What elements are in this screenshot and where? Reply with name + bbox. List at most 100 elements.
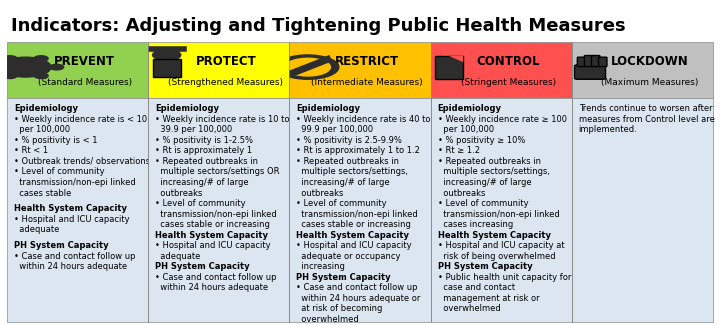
Circle shape bbox=[3, 56, 17, 61]
Text: • Repeated outbreaks in: • Repeated outbreaks in bbox=[297, 157, 400, 166]
Text: PREVENT: PREVENT bbox=[54, 55, 115, 68]
Circle shape bbox=[0, 64, 1, 70]
Text: cases stable or increasing: cases stable or increasing bbox=[297, 220, 411, 229]
Text: within 24 hours adequate: within 24 hours adequate bbox=[14, 262, 127, 271]
Text: • Weekly incidence rate is 10 to: • Weekly incidence rate is 10 to bbox=[156, 115, 290, 124]
Text: Epidemiology: Epidemiology bbox=[297, 104, 361, 113]
Text: • Hospital and ICU capacity at: • Hospital and ICU capacity at bbox=[438, 241, 564, 250]
FancyBboxPatch shape bbox=[7, 98, 148, 322]
Text: multiple sectors/settings,: multiple sectors/settings, bbox=[297, 167, 408, 176]
Text: increasing/# of large: increasing/# of large bbox=[156, 178, 249, 187]
Text: outbreaks: outbreaks bbox=[297, 188, 344, 198]
FancyBboxPatch shape bbox=[577, 57, 586, 67]
Text: • Case and contact follow up: • Case and contact follow up bbox=[14, 252, 136, 261]
Circle shape bbox=[34, 73, 48, 79]
FancyBboxPatch shape bbox=[289, 42, 431, 98]
Text: increasing: increasing bbox=[297, 262, 346, 271]
Text: • Rt is approximately 1 to 1.2: • Rt is approximately 1 to 1.2 bbox=[297, 146, 420, 155]
Text: • Weekly incidence rate is < 10: • Weekly incidence rate is < 10 bbox=[14, 115, 148, 124]
Text: multiple sectors/settings,: multiple sectors/settings, bbox=[438, 167, 549, 176]
Text: measures from Control level are: measures from Control level are bbox=[579, 115, 715, 124]
Text: (Intermediate Measures): (Intermediate Measures) bbox=[311, 78, 423, 86]
Text: • Hospital and ICU capacity: • Hospital and ICU capacity bbox=[297, 241, 412, 250]
Text: • Level of community: • Level of community bbox=[297, 199, 387, 208]
Text: transmission/non-epi linked: transmission/non-epi linked bbox=[297, 210, 418, 219]
Text: cases stable: cases stable bbox=[14, 188, 71, 198]
Text: cases increasing: cases increasing bbox=[438, 220, 513, 229]
FancyBboxPatch shape bbox=[435, 56, 463, 79]
FancyBboxPatch shape bbox=[585, 56, 593, 67]
FancyBboxPatch shape bbox=[148, 98, 289, 322]
Text: • Outbreak trends/ observations: • Outbreak trends/ observations bbox=[14, 157, 150, 166]
Text: Health System Capacity: Health System Capacity bbox=[297, 231, 410, 240]
FancyBboxPatch shape bbox=[431, 98, 572, 322]
Circle shape bbox=[0, 57, 51, 77]
FancyBboxPatch shape bbox=[572, 42, 713, 98]
Polygon shape bbox=[449, 56, 463, 61]
Text: cases stable or increasing: cases stable or increasing bbox=[156, 220, 270, 229]
Text: transmission/non-epi linked: transmission/non-epi linked bbox=[14, 178, 136, 187]
Text: per 100,000: per 100,000 bbox=[14, 125, 71, 134]
Text: • Weekly incidence rate ≥ 100: • Weekly incidence rate ≥ 100 bbox=[438, 115, 567, 124]
Text: • Level of community: • Level of community bbox=[438, 199, 528, 208]
Text: at risk of becoming: at risk of becoming bbox=[297, 305, 383, 314]
Text: Indicators: Adjusting and Tightening Public Health Measures: Indicators: Adjusting and Tightening Pub… bbox=[11, 17, 626, 35]
Text: multiple sectors/settings OR: multiple sectors/settings OR bbox=[156, 167, 280, 176]
Text: • Case and contact follow up: • Case and contact follow up bbox=[156, 273, 277, 282]
FancyBboxPatch shape bbox=[591, 56, 600, 67]
Text: (Maximum Measures): (Maximum Measures) bbox=[600, 78, 698, 86]
Text: • Hospital and ICU capacity: • Hospital and ICU capacity bbox=[156, 241, 271, 250]
Text: PH System Capacity: PH System Capacity bbox=[14, 241, 109, 250]
FancyBboxPatch shape bbox=[572, 98, 713, 322]
Text: • Case and contact follow up: • Case and contact follow up bbox=[297, 283, 418, 292]
Text: Epidemiology: Epidemiology bbox=[156, 104, 220, 113]
Text: • % positivity is < 1: • % positivity is < 1 bbox=[14, 136, 98, 145]
Text: adequate: adequate bbox=[156, 252, 201, 261]
Text: per 100,000: per 100,000 bbox=[438, 125, 494, 134]
Text: increasing/# of large: increasing/# of large bbox=[438, 178, 531, 187]
Text: (Stringent Measures): (Stringent Measures) bbox=[461, 78, 556, 86]
Text: adequate or occupancy: adequate or occupancy bbox=[297, 252, 401, 261]
Text: within 24 hours adequate: within 24 hours adequate bbox=[156, 283, 269, 292]
Text: outbreaks: outbreaks bbox=[438, 188, 485, 198]
Text: increasing/# of large: increasing/# of large bbox=[297, 178, 390, 187]
Text: CONTROL: CONTROL bbox=[477, 55, 540, 68]
Circle shape bbox=[34, 56, 48, 61]
Text: • Level of community: • Level of community bbox=[14, 167, 105, 176]
Text: • Public health unit capacity for: • Public health unit capacity for bbox=[438, 273, 571, 282]
Text: case and contact: case and contact bbox=[438, 283, 515, 292]
Text: transmission/non-epi linked: transmission/non-epi linked bbox=[438, 210, 559, 219]
Text: Health System Capacity: Health System Capacity bbox=[156, 231, 269, 240]
Text: transmission/non-epi linked: transmission/non-epi linked bbox=[156, 210, 277, 219]
Text: • Repeated outbreaks in: • Repeated outbreaks in bbox=[156, 157, 258, 166]
Circle shape bbox=[50, 64, 63, 70]
Text: • % positivity ≥ 10%: • % positivity ≥ 10% bbox=[438, 136, 525, 145]
FancyBboxPatch shape bbox=[289, 98, 431, 322]
Text: LOCKDOWN: LOCKDOWN bbox=[611, 55, 688, 68]
Text: Epidemiology: Epidemiology bbox=[14, 104, 78, 113]
Text: Health System Capacity: Health System Capacity bbox=[438, 231, 551, 240]
Text: Health System Capacity: Health System Capacity bbox=[14, 204, 127, 213]
Text: 99.9 per 100,000: 99.9 per 100,000 bbox=[297, 125, 374, 134]
FancyBboxPatch shape bbox=[575, 65, 606, 79]
Text: PH System Capacity: PH System Capacity bbox=[297, 273, 391, 282]
Text: • Rt is approximately 1: • Rt is approximately 1 bbox=[156, 146, 253, 155]
Text: Trends continue to worsen after: Trends continue to worsen after bbox=[579, 104, 712, 113]
Text: overwhelmed: overwhelmed bbox=[297, 315, 359, 324]
Text: Epidemiology: Epidemiology bbox=[438, 104, 502, 113]
Text: • % positivity is 1-2.5%: • % positivity is 1-2.5% bbox=[156, 136, 253, 145]
Text: (Standard Measures): (Standard Measures) bbox=[37, 78, 132, 86]
Circle shape bbox=[3, 73, 17, 79]
Text: • Weekly incidence rate is 40 to: • Weekly incidence rate is 40 to bbox=[297, 115, 431, 124]
FancyBboxPatch shape bbox=[431, 42, 572, 98]
FancyBboxPatch shape bbox=[148, 42, 289, 98]
Circle shape bbox=[276, 55, 339, 79]
Text: PH System Capacity: PH System Capacity bbox=[156, 262, 250, 271]
Text: • Repeated outbreaks in: • Repeated outbreaks in bbox=[438, 157, 541, 166]
Text: PH System Capacity: PH System Capacity bbox=[438, 262, 532, 271]
Text: • Hospital and ICU capacity: • Hospital and ICU capacity bbox=[14, 215, 130, 224]
FancyBboxPatch shape bbox=[7, 42, 148, 98]
Text: (Strengthened Measures): (Strengthened Measures) bbox=[168, 78, 284, 86]
Text: adequate: adequate bbox=[14, 226, 60, 234]
Text: management at risk or: management at risk or bbox=[438, 294, 539, 303]
